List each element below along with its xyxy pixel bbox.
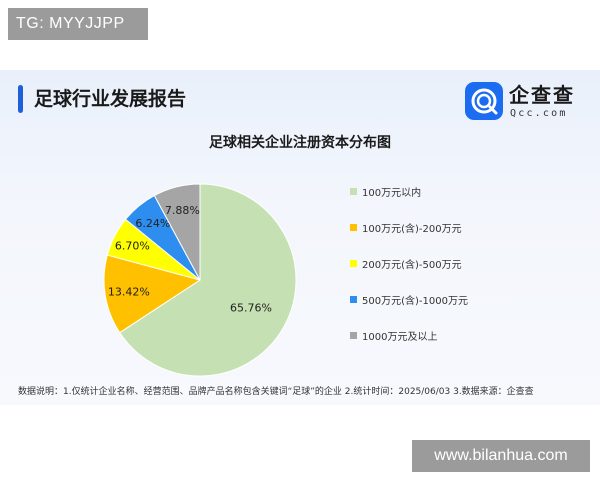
pie-label-3: 6.70% [115, 239, 150, 252]
pie-slice-2 [103, 254, 202, 334]
tg-badge: TG: MYYJJPP [8, 8, 148, 40]
legend-item-1: 100万元以内 [350, 182, 468, 200]
pie-label-1: 65.76% [230, 302, 272, 315]
brand-name: 企查查 [509, 83, 575, 107]
legend-item-3: 200万元(含)-500万元 [350, 254, 468, 272]
legend-label: 500万元(含)-1000万元 [362, 295, 468, 307]
title-accent-bar [18, 85, 23, 113]
brand-domain: Qcc.com [510, 108, 568, 119]
pie-label-5: 7.88% [165, 204, 200, 217]
legend-item-2: 100万元(含)-200万元 [350, 218, 468, 236]
pie-label-2: 13.42% [108, 285, 150, 298]
legend-swatch [350, 331, 357, 339]
report-title: 足球行业发展报告 [34, 88, 187, 110]
pie-slice-5 [153, 183, 201, 281]
legend-swatch [350, 187, 357, 195]
chart-title: 足球相关企业注册资本分布图 [209, 135, 391, 151]
report-card: 足球行业发展报告 企查查 Qcc.com 足球相关企业注册资本分布图 65.76… [0, 70, 600, 405]
brand-logo: 企查查 Qcc.com [465, 82, 585, 122]
legend-label: 100万元(含)-200万元 [362, 223, 462, 235]
chart-legend: 100万元以内 100万元(含)-200万元 200万元(含)-500万元 500万元… [350, 182, 468, 362]
pie-label-4: 6.24% [135, 217, 170, 230]
legend-item-4: 500万元(含)-1000万元 [350, 290, 468, 308]
legend-label: 200万元(含)-500万元 [362, 259, 462, 271]
watermark: www.bilanhua.com [412, 440, 590, 472]
footnote: 数据说明：1.仅统计企业名称、经营范围、品牌产品名称包含关键词“足球”的企业 2… [18, 387, 534, 397]
legend-swatch [350, 223, 357, 231]
legend-label: 1000万元及以上 [362, 331, 438, 343]
legend-label: 100万元以内 [362, 187, 422, 199]
legend-item-5: 1000万元及以上 [350, 326, 468, 344]
legend-swatch [350, 295, 357, 303]
qcc-logo-icon [465, 82, 503, 120]
pie-chart: 65.76% 13.42% 6.70% 6.24%7.88% [103, 183, 297, 377]
legend-swatch [350, 259, 357, 267]
pie-slice-1 [119, 183, 297, 377]
